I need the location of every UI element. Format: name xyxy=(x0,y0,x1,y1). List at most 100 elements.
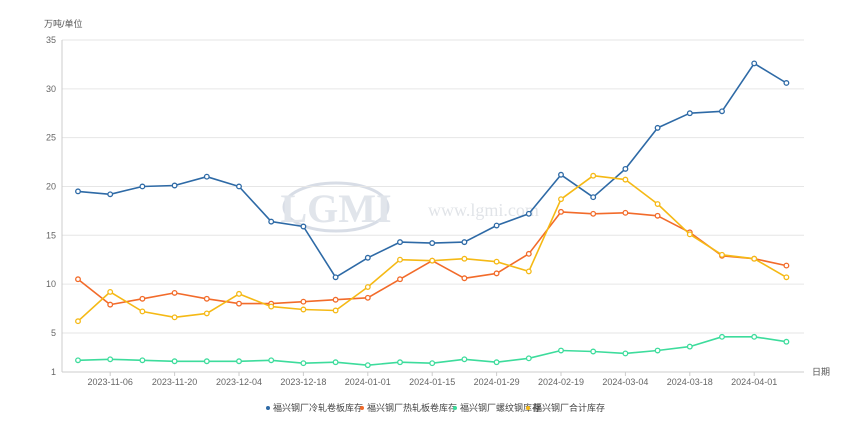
legend-label: 福兴钢厂冷轧卷板库存 xyxy=(273,402,363,413)
data-point xyxy=(171,314,178,321)
data-point xyxy=(461,255,468,262)
y-tick-label: 35 xyxy=(46,35,56,45)
data-point xyxy=(493,270,500,277)
data-point xyxy=(590,348,597,355)
data-point xyxy=(783,262,790,269)
data-point xyxy=(107,191,114,198)
series-3 xyxy=(75,333,790,369)
y-tick-label: 25 xyxy=(46,133,56,143)
y-tick-label: 15 xyxy=(46,230,56,240)
data-point xyxy=(203,310,210,317)
data-point xyxy=(686,343,693,350)
legend-marker xyxy=(526,406,530,410)
data-point xyxy=(107,301,114,308)
data-point xyxy=(719,333,725,340)
data-point xyxy=(783,80,790,86)
data-point xyxy=(139,183,146,190)
data-point xyxy=(783,338,790,345)
y-axis-title: 万吨/单位 xyxy=(44,18,83,29)
watermark-globe xyxy=(282,181,390,233)
legend-label: 福兴钢厂合计库存 xyxy=(533,402,605,413)
data-point xyxy=(171,182,178,189)
data-point xyxy=(525,355,532,362)
y-tick-label: 30 xyxy=(46,84,56,94)
x-tick-label: 2024-02-19 xyxy=(538,377,584,387)
data-point xyxy=(751,60,758,67)
data-point xyxy=(525,250,532,257)
data-point xyxy=(654,201,661,207)
data-point xyxy=(236,300,242,307)
x-tick-label: 2023-12-04 xyxy=(216,377,262,387)
data-point xyxy=(525,268,532,275)
data-point xyxy=(654,124,661,131)
x-tick-label: 2024-01-15 xyxy=(409,377,455,387)
data-point xyxy=(429,257,436,264)
data-point xyxy=(300,298,307,305)
series-4 xyxy=(75,172,790,325)
data-point xyxy=(332,307,339,314)
data-point xyxy=(751,333,758,340)
data-point xyxy=(719,108,725,115)
legend-marker xyxy=(266,406,270,410)
data-point xyxy=(332,359,339,366)
data-point xyxy=(751,255,758,262)
data-point xyxy=(300,306,307,313)
watermark-logo: LGMI xyxy=(280,186,391,231)
data-point xyxy=(300,223,307,230)
data-point xyxy=(461,356,468,363)
data-point xyxy=(397,276,403,283)
legend-label: 福兴钢厂热轧板卷库存 xyxy=(367,402,457,413)
data-point xyxy=(139,357,146,364)
data-point xyxy=(75,188,81,195)
data-point xyxy=(107,288,114,295)
data-point xyxy=(268,303,275,310)
x-tick-label: 2024-04-01 xyxy=(731,377,777,387)
data-point xyxy=(268,218,275,225)
x-tick-label: 2023-11-20 xyxy=(152,377,197,387)
data-point xyxy=(590,210,597,217)
series-line xyxy=(77,174,787,322)
data-point xyxy=(622,209,629,216)
data-point xyxy=(75,276,81,283)
data-point xyxy=(525,210,532,217)
data-point xyxy=(171,289,178,296)
data-point xyxy=(590,194,597,201)
data-point xyxy=(654,347,661,354)
data-point xyxy=(558,196,564,203)
data-point xyxy=(429,360,436,367)
grid-lines xyxy=(62,39,804,334)
data-point xyxy=(203,295,210,302)
data-point xyxy=(364,294,371,301)
x-tick-label: 2024-01-29 xyxy=(474,377,520,387)
data-point xyxy=(686,231,693,238)
data-point xyxy=(622,165,629,172)
data-point xyxy=(364,362,371,369)
data-point xyxy=(622,350,629,357)
data-point xyxy=(203,173,210,180)
x-tick-label: 2024-01-01 xyxy=(345,377,391,387)
data-point xyxy=(107,356,114,363)
data-point xyxy=(203,358,210,365)
data-point xyxy=(397,359,403,366)
data-point xyxy=(590,172,597,179)
series-lines xyxy=(75,60,790,369)
data-point xyxy=(171,358,178,365)
data-point xyxy=(332,274,339,281)
data-point xyxy=(654,212,661,219)
data-point xyxy=(268,357,275,364)
data-point xyxy=(236,358,242,365)
watermark: LGMI www.lgmi.com xyxy=(280,181,539,233)
data-point xyxy=(397,239,403,246)
data-point xyxy=(300,360,307,367)
y-tick-label: 20 xyxy=(46,181,56,191)
y-tick-label: 10 xyxy=(46,279,56,289)
legend-marker xyxy=(453,406,457,410)
data-point xyxy=(686,110,693,117)
data-point xyxy=(364,254,371,261)
data-point xyxy=(429,240,436,247)
x-tick-label: 2023-12-18 xyxy=(280,377,326,387)
data-point xyxy=(364,284,371,290)
data-point xyxy=(332,296,339,303)
